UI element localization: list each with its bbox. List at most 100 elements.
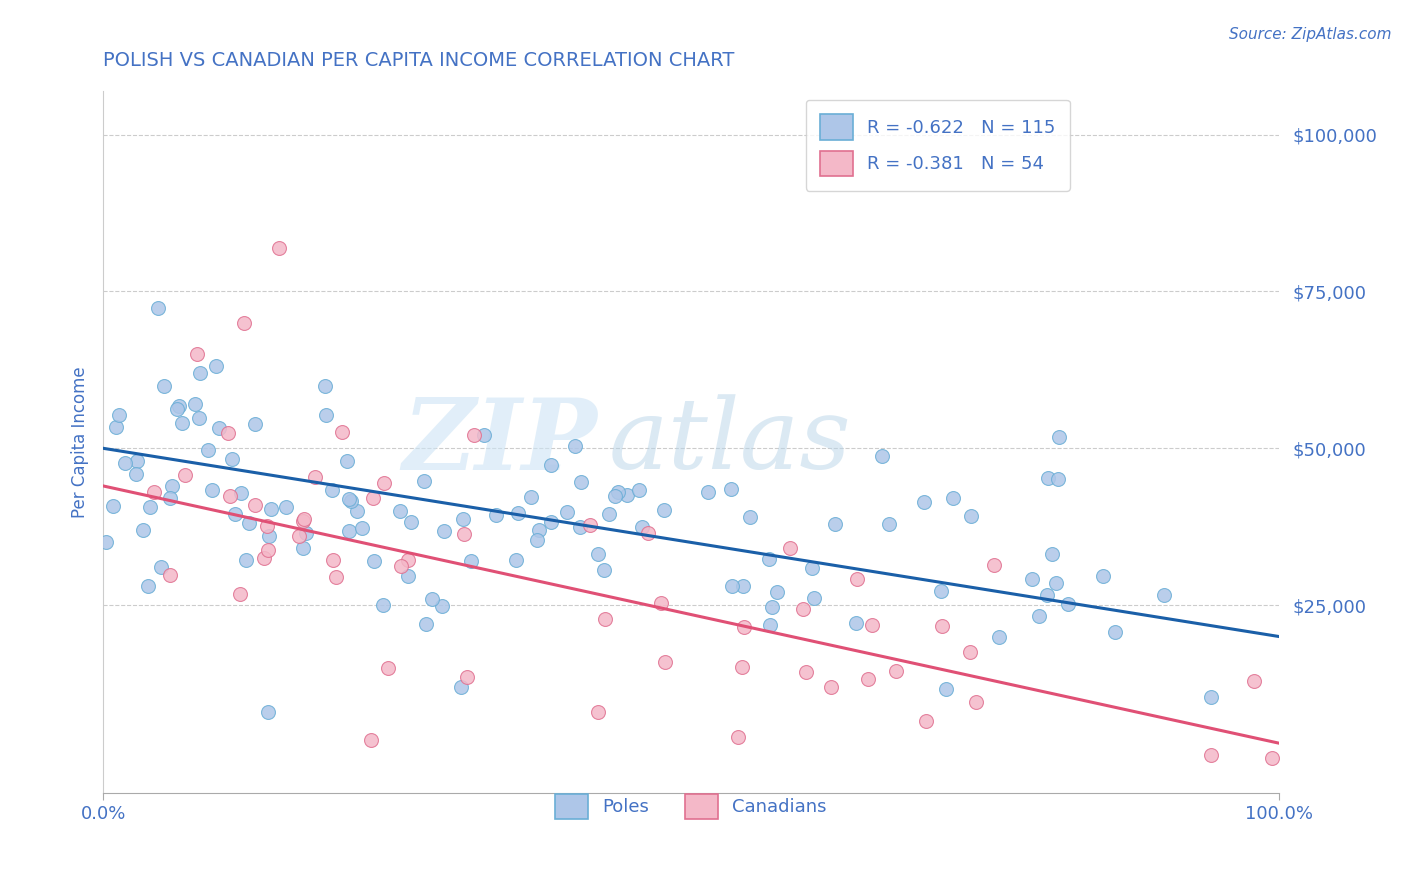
Point [125, 454, 148, 468]
Point [860, 617, 883, 632]
Point [526, 533, 548, 548]
Point [360, 732, 382, 747]
Point [197, 442, 219, 457]
Point [420, 592, 443, 607]
Point [152, 379, 174, 393]
Point [929, 584, 952, 599]
Point [484, 508, 506, 523]
Point [616, 488, 638, 502]
Point [935, 681, 957, 696]
Point [1199, 748, 1222, 763]
Point [238, 516, 260, 530]
Point [235, 553, 257, 567]
Point [170, 416, 193, 430]
Point [870, 450, 893, 464]
Point [845, 615, 868, 630]
Point [149, 560, 172, 574]
Point [761, 599, 783, 614]
Point [1036, 470, 1059, 484]
Point [336, 454, 359, 468]
Point [114, 456, 136, 470]
Point [697, 484, 720, 499]
Point [856, 672, 879, 686]
Point [399, 515, 422, 529]
Point [637, 526, 659, 541]
Point [101, 499, 124, 513]
Point [588, 706, 610, 720]
Point [169, 399, 191, 413]
Point [346, 504, 368, 518]
Point [727, 730, 749, 744]
Point [720, 483, 742, 497]
Point [292, 512, 315, 526]
Y-axis label: Per Capita Income: Per Capita Income [72, 367, 89, 518]
Point [555, 505, 578, 519]
Point [988, 630, 1011, 644]
Point [208, 421, 231, 435]
Point [330, 425, 353, 440]
Point [527, 523, 550, 537]
Point [257, 542, 280, 557]
Point [159, 491, 181, 505]
Point [260, 501, 283, 516]
Point [183, 397, 205, 411]
Point [1199, 690, 1222, 704]
Point [139, 500, 162, 514]
Point [314, 379, 336, 393]
Point [505, 552, 527, 566]
Point [654, 503, 676, 517]
Point [187, 411, 209, 425]
Point [287, 529, 309, 543]
Point [315, 409, 337, 423]
Point [228, 587, 250, 601]
Point [942, 491, 965, 505]
Point [224, 507, 246, 521]
Point [377, 661, 399, 675]
Point [540, 515, 562, 529]
Point [396, 553, 419, 567]
Point [914, 494, 936, 508]
Point [1040, 547, 1063, 561]
Point [824, 516, 846, 531]
Point [412, 475, 434, 489]
Point [779, 541, 801, 555]
Point [884, 664, 907, 678]
Point [205, 359, 228, 374]
Point [256, 518, 278, 533]
Point [148, 301, 170, 316]
Point [1057, 597, 1080, 611]
Point [415, 617, 437, 632]
Point [201, 483, 224, 498]
Point [792, 601, 814, 615]
Point [389, 559, 412, 574]
Point [650, 596, 672, 610]
Point [325, 570, 347, 584]
Point [136, 579, 159, 593]
Point [460, 554, 482, 568]
Point [132, 523, 155, 537]
Point [1243, 674, 1265, 689]
Point [389, 504, 412, 518]
Point [959, 645, 981, 659]
Point [758, 552, 780, 566]
Point [520, 490, 543, 504]
Point [931, 619, 953, 633]
Point [453, 526, 475, 541]
Point [598, 508, 620, 522]
Point [463, 428, 485, 442]
Point [607, 485, 630, 500]
Point [451, 512, 474, 526]
Point [221, 452, 243, 467]
Point [257, 705, 280, 719]
Point [800, 561, 823, 575]
Point [190, 367, 212, 381]
Point [321, 483, 343, 497]
Point [339, 524, 361, 539]
Point [159, 567, 181, 582]
Point [337, 491, 360, 506]
Point [291, 514, 314, 528]
Point [766, 585, 789, 599]
Point [456, 670, 478, 684]
Point [586, 547, 609, 561]
Point [432, 524, 454, 539]
